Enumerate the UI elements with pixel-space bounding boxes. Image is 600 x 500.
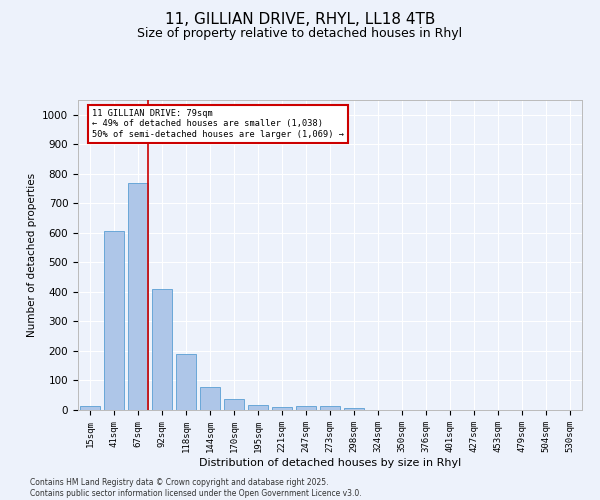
Bar xyxy=(224,400,244,410)
Bar xyxy=(296,406,316,410)
Text: Size of property relative to detached houses in Rhyl: Size of property relative to detached ho… xyxy=(137,28,463,40)
Bar xyxy=(248,404,268,410)
Bar xyxy=(176,354,196,410)
Bar xyxy=(344,408,364,410)
Bar xyxy=(200,387,220,410)
Bar xyxy=(104,232,124,410)
Y-axis label: Number of detached properties: Number of detached properties xyxy=(26,173,37,337)
Bar xyxy=(152,289,172,410)
Bar xyxy=(320,406,340,410)
Bar xyxy=(128,182,148,410)
Text: 11, GILLIAN DRIVE, RHYL, LL18 4TB: 11, GILLIAN DRIVE, RHYL, LL18 4TB xyxy=(165,12,435,28)
X-axis label: Distribution of detached houses by size in Rhyl: Distribution of detached houses by size … xyxy=(199,458,461,468)
Bar xyxy=(80,406,100,410)
Text: 11 GILLIAN DRIVE: 79sqm
← 49% of detached houses are smaller (1,038)
50% of semi: 11 GILLIAN DRIVE: 79sqm ← 49% of detache… xyxy=(92,109,344,138)
Bar xyxy=(272,407,292,410)
Text: Contains HM Land Registry data © Crown copyright and database right 2025.
Contai: Contains HM Land Registry data © Crown c… xyxy=(30,478,362,498)
